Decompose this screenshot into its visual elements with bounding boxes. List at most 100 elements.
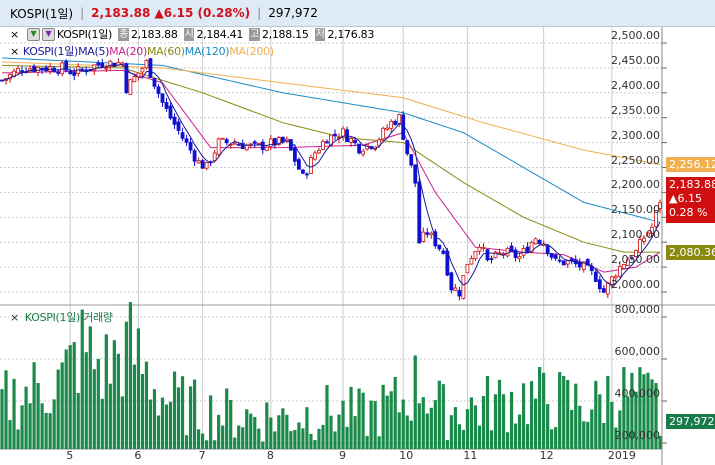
volume-bar	[369, 400, 373, 449]
candle	[325, 141, 329, 144]
volume-bar	[417, 403, 421, 449]
candle	[321, 141, 325, 150]
volume-bar	[156, 415, 161, 449]
candle	[152, 78, 157, 87]
candle	[108, 60, 113, 67]
volume-bar	[602, 422, 606, 449]
candle	[545, 245, 550, 254]
volume-bar	[489, 430, 494, 449]
volume-bar	[257, 428, 261, 449]
volume-bar	[586, 421, 590, 449]
volume-bar	[60, 362, 64, 449]
price-tag: 2,183.88 ▲6.15 0.28 %	[666, 177, 715, 223]
volume-bar	[509, 391, 514, 449]
candle	[64, 60, 69, 71]
volume-bar	[465, 409, 470, 449]
volume-value: 297,972	[268, 6, 318, 20]
close-icon[interactable]: ×	[10, 45, 19, 58]
candle	[317, 149, 321, 154]
volume-bar	[301, 428, 305, 449]
candle	[180, 132, 185, 139]
candle	[537, 240, 542, 244]
candle	[485, 249, 490, 261]
candle	[72, 72, 77, 76]
volume-bar	[309, 433, 313, 449]
volume-bar	[76, 392, 80, 449]
candle	[453, 287, 458, 291]
candle	[164, 102, 169, 109]
candle	[20, 70, 24, 73]
candle	[409, 154, 414, 166]
high-value: 2,188.15	[261, 28, 309, 41]
ma60-label[interactable]: MA(60)	[146, 45, 185, 58]
close-icon[interactable]: ×	[10, 28, 19, 41]
volume-bar	[425, 413, 429, 449]
volume-bar	[325, 384, 329, 449]
volume-bar	[168, 401, 173, 449]
month-label: 8	[266, 449, 274, 462]
volume-bar	[12, 378, 16, 449]
price-chart[interactable]	[0, 27, 715, 465]
ma-line-ma60	[1, 64, 660, 253]
color-up-button[interactable]: ▼	[41, 28, 55, 41]
candle	[260, 141, 265, 150]
candle	[477, 246, 482, 252]
candle	[465, 263, 470, 274]
ma5-label[interactable]: MA(5)	[78, 45, 110, 58]
volume-bar	[361, 392, 365, 449]
volume-bar	[582, 421, 586, 449]
candle	[353, 140, 357, 144]
volume-legend: × KOSPI(1일) 거래량	[10, 311, 113, 324]
volume-bar	[184, 435, 189, 449]
ma200-label[interactable]: MA(200)	[229, 45, 274, 58]
volume-bar	[80, 309, 84, 449]
volume-bar	[485, 376, 490, 449]
candle	[349, 138, 353, 143]
candle	[630, 257, 634, 260]
volume-bar	[213, 440, 217, 449]
volume-bar	[497, 379, 502, 449]
open-label: 시	[183, 28, 195, 41]
price-tag-value: 2,183.88	[669, 178, 715, 191]
volume-bar	[96, 358, 100, 449]
volume-bar	[525, 424, 530, 449]
volume-bar	[281, 408, 285, 449]
volume-bar	[297, 422, 301, 449]
ma120-label[interactable]: MA(120)	[184, 45, 230, 58]
volume-axis-label: 400,000	[614, 387, 661, 400]
candle	[132, 76, 137, 83]
volume-bar	[249, 413, 253, 449]
color-down-button[interactable]: ▼	[26, 28, 40, 41]
volume-bar	[32, 362, 36, 449]
volume-bar	[108, 383, 112, 449]
volume-bar	[124, 321, 128, 449]
open-value: 2,184.41	[196, 28, 244, 41]
candle	[457, 290, 462, 297]
volume-bar	[469, 397, 474, 449]
volume-bar	[217, 414, 221, 449]
candle	[309, 157, 313, 174]
volume-bar	[409, 420, 413, 449]
volume-bar	[104, 334, 108, 449]
volume-bar	[658, 435, 662, 449]
volume-bar	[389, 391, 393, 449]
close-icon[interactable]: ×	[10, 311, 19, 324]
price-axis-label: 2,050.00	[611, 253, 660, 267]
volume-bar	[285, 414, 289, 449]
candle	[264, 146, 269, 151]
volume-bar	[273, 431, 277, 449]
volume-bar	[598, 394, 602, 449]
candle	[333, 133, 337, 137]
candle	[581, 261, 586, 270]
volume-bar	[393, 376, 397, 449]
candle	[128, 79, 133, 95]
candle	[617, 266, 622, 277]
volume-bar	[8, 420, 12, 449]
candle	[501, 252, 506, 255]
candle	[224, 139, 229, 144]
high-label: 고	[249, 28, 260, 41]
candle	[204, 162, 209, 169]
ma20-label[interactable]: MA(20)	[109, 45, 147, 58]
volume-bar	[646, 372, 650, 449]
candle	[597, 279, 602, 290]
